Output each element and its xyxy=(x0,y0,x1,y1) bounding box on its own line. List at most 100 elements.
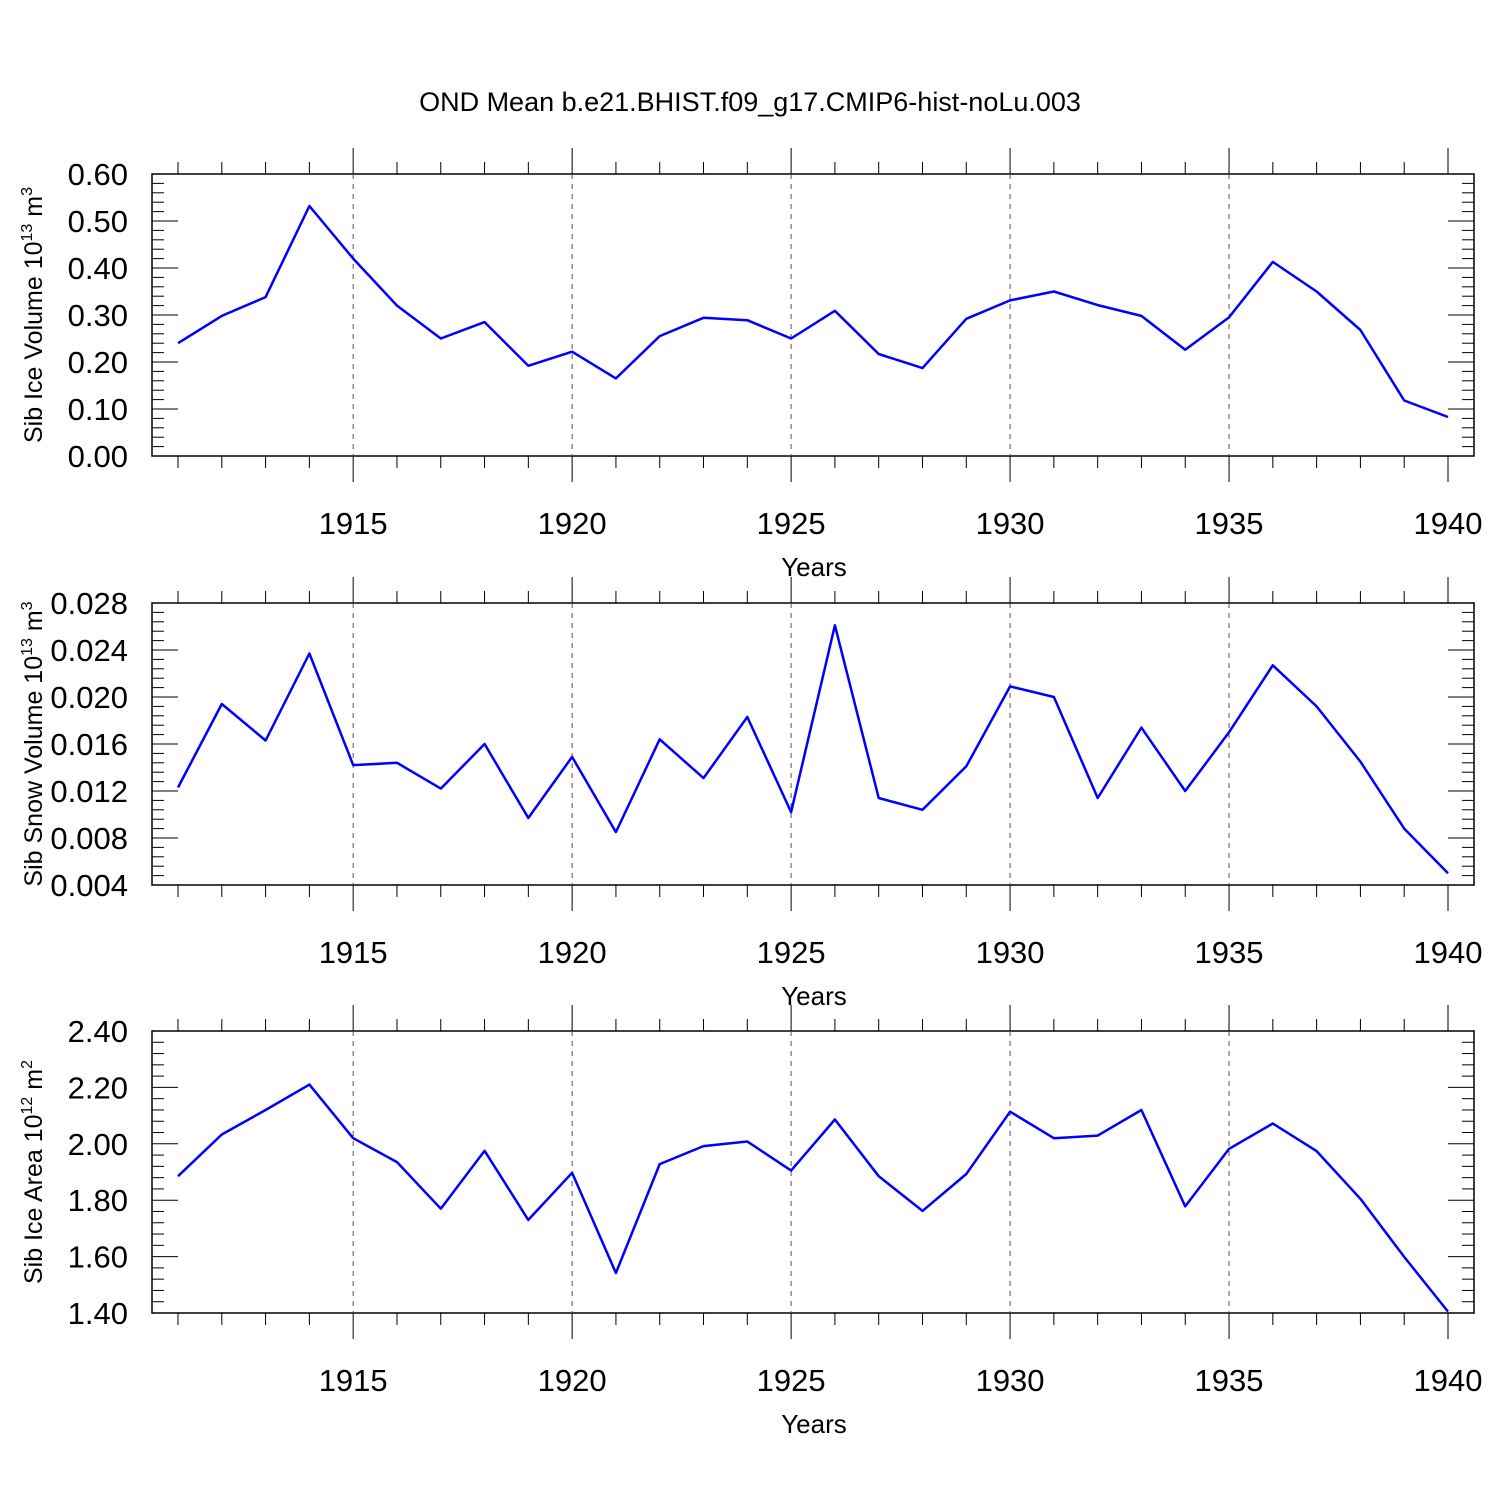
data-point xyxy=(833,623,837,627)
data-point xyxy=(351,1136,355,1140)
data-point xyxy=(439,1207,443,1211)
x-tick-label: 1915 xyxy=(319,935,388,970)
data-point xyxy=(920,808,924,812)
data-point xyxy=(1052,695,1056,699)
y-tick-label: 0.00 xyxy=(68,439,128,474)
data-point xyxy=(264,1108,268,1112)
x-tick-label: 1935 xyxy=(1195,506,1264,541)
data-point xyxy=(220,314,224,318)
y-axis-label-unit: m xyxy=(20,1069,48,1097)
data-point xyxy=(614,830,618,834)
data-point xyxy=(1052,290,1056,294)
data-point xyxy=(920,366,924,370)
x-tick-label: 1930 xyxy=(976,506,1045,541)
x-axis-label: Years xyxy=(781,981,847,1011)
data-point xyxy=(570,350,574,354)
data-point xyxy=(658,334,662,338)
data-point xyxy=(789,1169,793,1173)
data-point xyxy=(964,764,968,768)
y-axis-label-text: Sib Snow Volume 10 xyxy=(20,656,48,887)
data-point xyxy=(1183,348,1187,352)
data-point xyxy=(833,1118,837,1122)
series-line xyxy=(177,1083,1449,1313)
data-point xyxy=(1446,415,1450,419)
x-tick-label: 1930 xyxy=(976,1363,1045,1398)
y-axis-label: Sib Snow Volume 1013 m3 xyxy=(19,601,48,886)
y-tick-label: 0.028 xyxy=(50,586,128,621)
data-point xyxy=(395,304,399,308)
y-tick-label: 0.60 xyxy=(68,157,128,192)
data-point xyxy=(1446,871,1450,875)
data-point xyxy=(307,652,311,656)
x-tick-label: 1925 xyxy=(757,1363,826,1398)
data-point xyxy=(1139,1108,1143,1112)
data-point xyxy=(702,776,706,780)
y-axis-label-unit-exp: 3 xyxy=(19,187,36,196)
data-point xyxy=(483,742,487,746)
data-point xyxy=(702,316,706,320)
y-tick-label: 0.30 xyxy=(68,298,128,333)
x-axis-label: Years xyxy=(781,552,847,582)
data-point xyxy=(570,755,574,759)
y-tick-label: 1.80 xyxy=(68,1183,128,1218)
y-axis-label-unit: m xyxy=(20,610,48,638)
x-tick-label: 1915 xyxy=(319,1363,388,1398)
y-tick-label: 0.020 xyxy=(50,680,128,715)
y-tick-label: 0.40 xyxy=(68,251,128,286)
data-point xyxy=(220,1132,224,1136)
data-point xyxy=(1096,303,1100,307)
data-point xyxy=(264,295,268,299)
x-tick-label: 1940 xyxy=(1414,1363,1483,1398)
data-point xyxy=(1008,1110,1012,1114)
data-point xyxy=(1315,290,1319,294)
data-point xyxy=(395,761,399,765)
data-point xyxy=(877,796,881,800)
plot-frame xyxy=(151,173,1475,457)
y-tick-label: 2.20 xyxy=(68,1070,128,1105)
data-point xyxy=(1096,796,1100,800)
data-point xyxy=(220,702,224,706)
data-point xyxy=(1183,1204,1187,1208)
data-point xyxy=(964,317,968,321)
data-point xyxy=(1271,1121,1275,1125)
data-point xyxy=(1008,684,1012,688)
x-tick-label: 1935 xyxy=(1195,935,1264,970)
data-point xyxy=(351,257,355,261)
data-point xyxy=(483,320,487,324)
plot-frame xyxy=(151,602,1475,886)
series-line xyxy=(176,624,1449,875)
x-tick-label: 1940 xyxy=(1414,935,1483,970)
y-axis-label: Sib Ice Volume 1013 m3 xyxy=(19,187,48,443)
y-axis-label-exp: 13 xyxy=(19,224,36,242)
data-point xyxy=(1358,328,1362,332)
data-point xyxy=(483,1149,487,1153)
data-point xyxy=(1402,399,1406,403)
y-axis-label-unit-exp: 2 xyxy=(19,1060,36,1069)
data-point xyxy=(1271,663,1275,667)
y-tick-label: 0.10 xyxy=(68,392,128,427)
data-point xyxy=(307,204,311,208)
y-tick-label: 0.20 xyxy=(68,345,128,380)
x-tick-label: 1925 xyxy=(757,506,826,541)
data-point xyxy=(745,318,749,322)
y-tick-label: 0.004 xyxy=(50,868,128,903)
data-point xyxy=(1402,1255,1406,1259)
data-point xyxy=(658,1162,662,1166)
data-point xyxy=(439,337,443,341)
data-point xyxy=(1402,827,1406,831)
data-point xyxy=(176,785,180,789)
x-tick-label: 1920 xyxy=(538,935,607,970)
x-tick-label: 1930 xyxy=(976,935,1045,970)
data-point xyxy=(877,1174,881,1178)
data-point xyxy=(1315,1149,1319,1153)
data-point xyxy=(833,309,837,313)
data-point xyxy=(614,376,618,380)
data-point xyxy=(1096,1134,1100,1138)
y-tick-label: 1.60 xyxy=(68,1240,128,1275)
y-axis-label-text: Sib Ice Volume 10 xyxy=(20,241,48,443)
data-point xyxy=(264,738,268,742)
data-point xyxy=(1358,1197,1362,1201)
y-axis-label-unit-exp: 3 xyxy=(19,601,36,610)
data-point xyxy=(570,1171,574,1175)
